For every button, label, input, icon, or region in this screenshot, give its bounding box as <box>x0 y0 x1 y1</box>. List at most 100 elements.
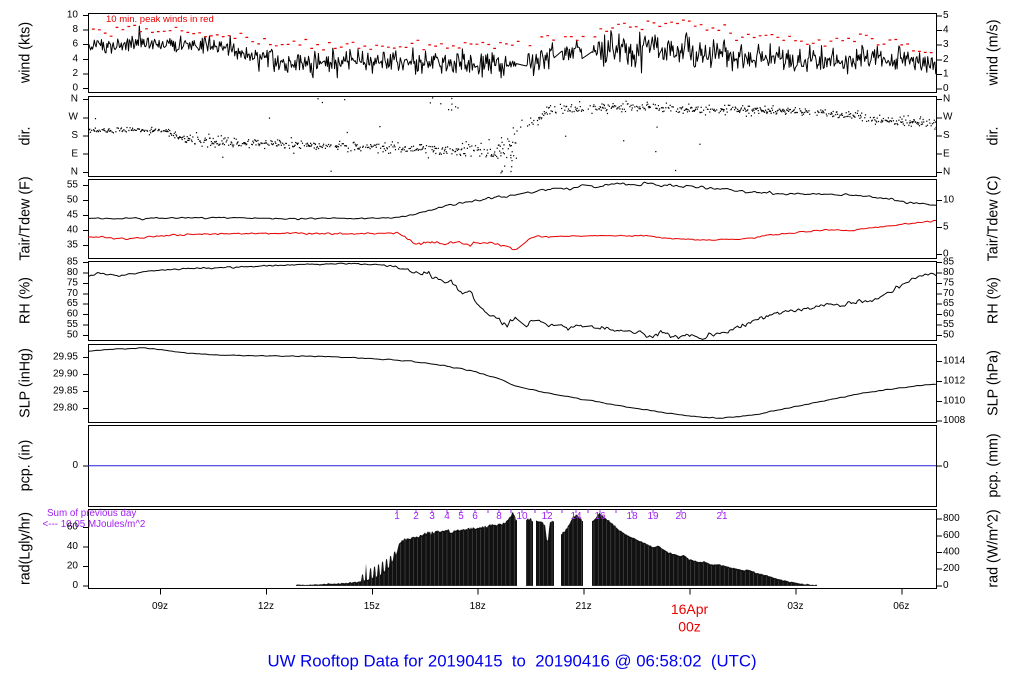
svg-text:29.95: 29.95 <box>53 352 78 363</box>
svg-text:50: 50 <box>67 330 79 341</box>
svg-text:00z: 00z <box>678 619 701 635</box>
svg-text:SLP (inHg): SLP (inHg) <box>17 348 33 418</box>
svg-text:6: 6 <box>72 39 78 50</box>
svg-text:N: N <box>943 167 950 178</box>
svg-text:10: 10 <box>943 195 955 206</box>
svg-text:1008: 1008 <box>943 415 966 426</box>
svg-text:rad (W/m^2): rad (W/m^2) <box>986 509 1002 587</box>
svg-text:1: 1 <box>394 511 400 522</box>
svg-text:0: 0 <box>72 580 78 591</box>
svg-text:45: 45 <box>67 210 79 221</box>
svg-text:200: 200 <box>943 563 960 574</box>
svg-text:600: 600 <box>943 530 960 541</box>
svg-text:W: W <box>69 112 79 123</box>
svg-text:S: S <box>71 130 78 141</box>
svg-text:wind (kts): wind (kts) <box>17 22 33 84</box>
svg-text:<--- 10.05 MJoules/m^2: <--- 10.05 MJoules/m^2 <box>43 519 146 530</box>
svg-text:50: 50 <box>943 330 955 341</box>
svg-text:0: 0 <box>72 460 78 471</box>
svg-text:20: 20 <box>675 511 687 522</box>
svg-text:70: 70 <box>67 288 79 299</box>
svg-text:06z: 06z <box>893 601 909 612</box>
svg-text:75: 75 <box>67 277 79 288</box>
svg-text:19: 19 <box>647 511 659 522</box>
svg-text:W: W <box>943 112 953 123</box>
svg-text:3: 3 <box>429 511 435 522</box>
svg-text:S: S <box>943 130 950 141</box>
svg-text:wind (m/s): wind (m/s) <box>986 20 1002 87</box>
svg-text:21z: 21z <box>576 601 592 612</box>
svg-text:40: 40 <box>67 225 79 236</box>
svg-text:pcp. (in): pcp. (in) <box>17 440 33 492</box>
svg-text:N: N <box>71 94 78 105</box>
svg-text:20: 20 <box>67 561 79 572</box>
svg-text:dir.: dir. <box>986 126 1002 145</box>
svg-text:dir.: dir. <box>17 126 33 145</box>
svg-text:1: 1 <box>943 69 949 80</box>
svg-text:N: N <box>943 94 950 105</box>
svg-text:5: 5 <box>458 511 464 522</box>
svg-text:400: 400 <box>943 547 960 558</box>
svg-text:03z: 03z <box>787 601 803 612</box>
svg-text:2: 2 <box>72 68 78 79</box>
svg-text:RH (%): RH (%) <box>17 277 33 324</box>
svg-text:0: 0 <box>943 249 949 260</box>
svg-text:1012: 1012 <box>943 376 966 387</box>
svg-text:12z: 12z <box>258 601 274 612</box>
svg-text:pcp. (mm): pcp. (mm) <box>986 433 1002 497</box>
svg-text:4: 4 <box>943 25 949 36</box>
svg-text:UW Rooftop Data for 20190415: UW Rooftop Data for 20190415 to 20190416… <box>267 652 756 671</box>
svg-text:E: E <box>943 148 950 159</box>
svg-text:Tair/Tdew (C): Tair/Tdew (C) <box>986 176 1002 262</box>
svg-text:2: 2 <box>413 511 419 522</box>
svg-text:8: 8 <box>496 511 502 522</box>
svg-text:5: 5 <box>943 222 949 233</box>
svg-text:4: 4 <box>444 511 450 522</box>
svg-text:65: 65 <box>67 298 79 309</box>
svg-text:SLP (hPa): SLP (hPa) <box>986 350 1002 416</box>
svg-text:29.80: 29.80 <box>53 403 78 414</box>
svg-text:15z: 15z <box>364 601 380 612</box>
svg-text:Sum of previous day: Sum of previous day <box>47 508 136 519</box>
svg-text:18: 18 <box>626 511 638 522</box>
svg-text:60: 60 <box>67 522 79 533</box>
svg-text:E: E <box>71 148 78 159</box>
svg-text:1014: 1014 <box>943 356 966 367</box>
svg-text:21: 21 <box>716 511 728 522</box>
svg-text:85: 85 <box>943 257 955 268</box>
svg-text:70: 70 <box>943 288 955 299</box>
svg-text:5: 5 <box>943 10 949 21</box>
svg-text:800: 800 <box>943 513 960 524</box>
svg-text:10: 10 <box>67 10 79 21</box>
svg-text:10 min. peak winds in red: 10 min. peak winds in red <box>106 14 214 25</box>
svg-text:55: 55 <box>67 180 79 191</box>
svg-text:55: 55 <box>943 319 955 330</box>
svg-text:12: 12 <box>541 511 553 522</box>
svg-text:0: 0 <box>943 83 949 94</box>
svg-text:10: 10 <box>516 511 528 522</box>
svg-text:09z: 09z <box>152 601 168 612</box>
svg-text:60: 60 <box>67 309 79 320</box>
svg-text:N: N <box>71 167 78 178</box>
svg-text:0: 0 <box>72 83 78 94</box>
svg-text:80: 80 <box>67 267 79 278</box>
svg-text:14: 14 <box>570 511 582 522</box>
svg-text:RH (%): RH (%) <box>986 277 1002 324</box>
svg-text:75: 75 <box>943 277 955 288</box>
svg-text:4: 4 <box>72 53 78 64</box>
svg-text:18z: 18z <box>470 601 486 612</box>
svg-text:rad(Lgly/hr): rad(Lgly/hr) <box>17 512 33 585</box>
svg-text:0: 0 <box>943 460 949 471</box>
svg-text:80: 80 <box>943 267 955 278</box>
svg-text:60: 60 <box>943 309 955 320</box>
svg-text:2: 2 <box>943 54 949 65</box>
svg-text:0: 0 <box>943 580 949 591</box>
svg-text:40: 40 <box>67 541 79 552</box>
svg-text:35: 35 <box>67 240 79 251</box>
svg-text:Tair/Tdew (F): Tair/Tdew (F) <box>17 176 33 260</box>
svg-text:29.85: 29.85 <box>53 386 78 397</box>
svg-text:8: 8 <box>72 24 78 35</box>
svg-text:16Apr: 16Apr <box>671 601 709 617</box>
svg-text:50: 50 <box>67 195 79 206</box>
svg-text:29.90: 29.90 <box>53 369 78 380</box>
